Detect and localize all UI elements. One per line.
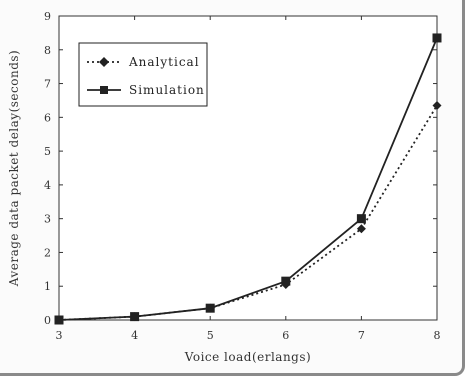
y-tick-label: 5	[44, 145, 51, 158]
x-tick-label: 6	[282, 329, 289, 342]
legend: Analytical Simulation	[78, 42, 208, 107]
x-tick-label: 7	[358, 329, 365, 342]
x-tick-label: 8	[434, 329, 441, 342]
x-axis-ticks: 3 4 5 6 7 8	[56, 16, 441, 342]
legend-simulation-label: Simulation	[129, 83, 205, 97]
series-layer	[54, 33, 442, 325]
y-tick-label: 0	[44, 314, 51, 327]
y-tick-label: 1	[44, 280, 51, 293]
legend-box	[78, 42, 208, 107]
point-simulation	[356, 214, 366, 224]
y-tick-label: 7	[44, 78, 51, 91]
legend-simulation-marker	[100, 86, 108, 94]
point-simulation	[281, 276, 291, 286]
point-simulation	[432, 33, 442, 43]
point-analytical	[356, 224, 366, 234]
y-axis-ticks: 0 1 2 3 4 5 6 7 8 9	[44, 10, 437, 327]
x-axis-label: Voice load(erlangs)	[184, 350, 311, 364]
y-tick-label: 6	[44, 111, 51, 124]
point-simulation	[130, 312, 140, 322]
series-line-simulation	[58, 37, 438, 321]
y-tick-label: 4	[44, 179, 51, 192]
x-tick-label: 4	[131, 329, 138, 342]
point-analytical	[432, 101, 442, 111]
y-tick-label: 9	[44, 10, 51, 23]
x-tick-label: 3	[56, 329, 63, 342]
y-tick-label: 3	[44, 213, 51, 226]
series-line-analytical	[58, 105, 438, 321]
legend-analytical-label: Analytical	[128, 55, 200, 69]
point-simulation	[205, 303, 215, 313]
y-tick-label: 8	[44, 44, 51, 57]
legend-analytical-marker	[99, 57, 109, 67]
point-simulation	[54, 315, 64, 325]
y-axis-label: Average data packet delay(seconds)	[7, 50, 21, 287]
y-tick-label: 2	[44, 246, 51, 259]
x-tick-label: 5	[207, 329, 214, 342]
